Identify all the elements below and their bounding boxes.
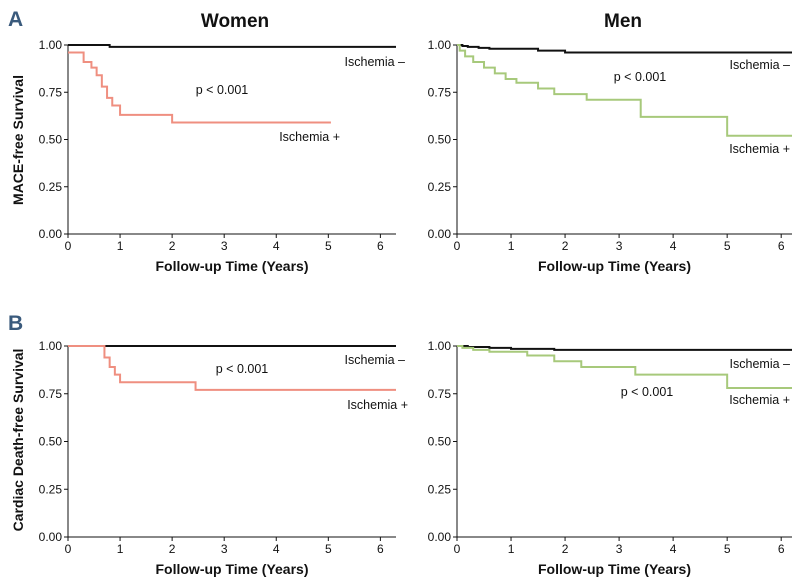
- x-tick-label: 6: [377, 542, 384, 556]
- plot-mace-women: 0.00 0.25 0.50 0.75 1.00 0 1 2 3 4 5 6 Follow-up Tim…: [39, 38, 405, 274]
- p-value-annotation: p < 0.001: [196, 83, 249, 97]
- y-tick-label: 0.00: [428, 227, 452, 241]
- x-axis-title: Follow-up Time (Years): [538, 258, 691, 274]
- p-value-annotation: p < 0.001: [216, 362, 269, 376]
- y-tick-label: 1.00: [428, 339, 452, 353]
- x-tick-label: 5: [325, 542, 332, 556]
- x-tick-label: 3: [221, 542, 228, 556]
- series-label-ischemia-negative: Ischemia –: [345, 353, 405, 367]
- y-tick-label: 0.75: [39, 387, 63, 401]
- x-tick-label: 4: [273, 239, 280, 253]
- column-title-men: Men: [604, 11, 642, 32]
- x-tick-label: 3: [616, 239, 623, 253]
- y-tick-label: 0.00: [39, 530, 63, 544]
- x-tick-label: 2: [562, 239, 569, 253]
- y-tick-label: 1.00: [39, 339, 63, 353]
- series-label-ischemia-negative: Ischemia –: [730, 357, 790, 371]
- y-tick-label: 0.75: [428, 387, 452, 401]
- y-tick-label: 0.50: [428, 133, 452, 147]
- x-tick-label: 4: [670, 239, 677, 253]
- plot-cardiac-death-men: 0.00 0.25 0.50 0.75 1.00 0 1 2 3 4 5 6 Follow-up Tim…: [428, 339, 792, 577]
- y-tick-label: 0.50: [39, 435, 63, 449]
- x-tick-label: 1: [508, 239, 515, 253]
- y-tick-label: 0.75: [428, 85, 452, 99]
- panel-a-label: A: [8, 8, 23, 31]
- x-tick-label: 5: [724, 239, 731, 253]
- x-tick-label: 5: [325, 239, 332, 253]
- x-tick-label: 1: [117, 542, 124, 556]
- x-tick-label: 4: [273, 542, 280, 556]
- y-tick-label: 0.50: [428, 435, 452, 449]
- y-tick-label: 0.25: [428, 482, 452, 496]
- y-tick-label: 0.25: [428, 180, 452, 194]
- series-label-ischemia-negative: Ischemia –: [345, 55, 405, 69]
- series-ischemia-negative-line: [457, 45, 792, 53]
- x-tick-label: 1: [117, 239, 124, 253]
- y-tick-label: 0.00: [39, 227, 63, 241]
- x-tick-label: 4: [670, 542, 677, 556]
- series-label-ischemia-positive: Ischemia +: [347, 398, 408, 412]
- x-axis-title: Follow-up Time (Years): [156, 561, 309, 577]
- p-value-annotation: p < 0.001: [614, 70, 667, 84]
- x-tick-label: 3: [221, 239, 228, 253]
- x-tick-label: 0: [65, 542, 72, 556]
- plot-mace-men: 0.00 0.25 0.50 0.75 1.00 0 1 2 3 4 5 6 Follow-up Tim…: [428, 38, 792, 274]
- x-tick-label: 2: [169, 542, 176, 556]
- y-tick-label: 1.00: [428, 38, 452, 52]
- x-tick-label: 0: [454, 239, 461, 253]
- y-tick-label: 0.25: [39, 180, 63, 194]
- p-value-annotation: p < 0.001: [621, 385, 674, 399]
- y-axis-label-cardiac-death: Cardiac Death-free Survival: [10, 349, 26, 532]
- y-axis-label-mace: MACE-free Survival: [10, 75, 26, 205]
- x-tick-label: 0: [65, 239, 72, 253]
- y-tick-label: 0.75: [39, 85, 63, 99]
- x-tick-label: 3: [616, 542, 623, 556]
- x-axis-title: Follow-up Time (Years): [538, 561, 691, 577]
- column-title-women: Women: [201, 11, 269, 32]
- x-axis-title: Follow-up Time (Years): [156, 258, 309, 274]
- series-ischemia-negative-line: [68, 45, 396, 47]
- x-tick-label: 5: [724, 542, 731, 556]
- x-tick-label: 6: [778, 239, 785, 253]
- panel-b-label: B: [8, 312, 23, 335]
- x-tick-label: 2: [169, 239, 176, 253]
- series-label-ischemia-positive: Ischemia +: [729, 142, 790, 156]
- x-tick-label: 1: [508, 542, 515, 556]
- y-tick-label: 1.00: [39, 38, 63, 52]
- series-ischemia-negative-line: [457, 346, 792, 350]
- y-tick-label: 0.50: [39, 133, 63, 147]
- series-label-ischemia-negative: Ischemia –: [730, 58, 790, 72]
- x-tick-label: 2: [562, 542, 569, 556]
- series-label-ischemia-positive: Ischemia +: [279, 130, 340, 144]
- x-tick-label: 0: [454, 542, 461, 556]
- x-tick-label: 6: [377, 239, 384, 253]
- plot-cardiac-death-women: 0.00 0.25 0.50 0.75 1.00 0 1 2 3 4 5 6 Follow-up Tim…: [39, 339, 408, 577]
- x-tick-label: 6: [778, 542, 785, 556]
- series-label-ischemia-positive: Ischemia +: [729, 393, 790, 407]
- y-tick-label: 0.00: [428, 530, 452, 544]
- y-tick-label: 0.25: [39, 482, 63, 496]
